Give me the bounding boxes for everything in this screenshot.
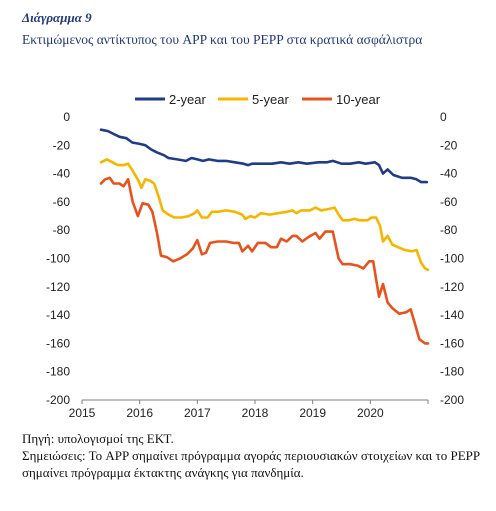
y-tick-label-right: -80	[440, 223, 458, 237]
x-tick-label: 2018	[242, 406, 269, 420]
y-tick-label-right: -60	[440, 195, 458, 209]
y-tick-label-right: -140	[440, 308, 464, 322]
y-tick-label-right: -180	[440, 365, 464, 379]
x-tick-label: 2019	[299, 406, 326, 420]
y-tick-label-left: -200	[46, 393, 70, 407]
y-tick-label-left: -80	[53, 223, 71, 237]
y-tick-label-left: -100	[46, 252, 70, 266]
x-tick-label: 2016	[126, 406, 153, 420]
y-tick-label-right: -20	[440, 138, 458, 152]
series-line-10-year	[99, 176, 430, 345]
chart-legend: 2-year 5-year 10-year	[135, 92, 381, 107]
y-axis-left: 0 -20 -40 -60 -80 -100 -120 -140 -160 -180 -200	[46, 110, 70, 407]
y-tick-label-left: -180	[46, 365, 70, 379]
source-note: Πηγή: υπολογισμοί της ΕΚΤ.	[22, 431, 174, 446]
x-axis: 2015 2016 2017 2018 2019 2020	[69, 400, 429, 420]
series-line-5-year	[99, 158, 430, 272]
legend-label-10-year: 10-year	[336, 92, 381, 107]
x-tick-label: 2015	[69, 406, 96, 420]
y-tick-label-right: -120	[440, 280, 464, 294]
figure-heading: Διάγραμμα 9	[22, 10, 92, 25]
y-tick-label-left: -120	[46, 280, 70, 294]
footer: Πηγή: υπολογισμοί της ΕΚΤ. Σημειώσεις: Τ…	[22, 430, 482, 481]
legend-label-5-year: 5-year	[252, 92, 290, 107]
y-tick-label-right: 0	[440, 110, 447, 124]
series-line-2-year	[99, 128, 429, 184]
y-axis-right: 0 -20 -40 -60 -80 -100 -120 -140 -160 -180 -200	[440, 110, 464, 407]
y-tick-label-right: -200	[440, 393, 464, 407]
y-tick-label-right: -40	[440, 167, 458, 181]
y-tick-label-left: -140	[46, 308, 70, 322]
x-tick-label: 2017	[184, 406, 211, 420]
y-tick-label-left: -60	[53, 195, 71, 209]
y-tick-label-left: -20	[53, 138, 71, 152]
x-tick-label: 2020	[357, 406, 384, 420]
y-tick-label-left: -40	[53, 167, 71, 181]
y-tick-label-right: -160	[440, 336, 464, 350]
line-chart: 2-year 5-year 10-year 0 -20 -40 -60 -80 -100 -12…	[46, 92, 464, 420]
y-tick-label-left: -160	[46, 336, 70, 350]
chart-title: Εκτιμώμενος αντίκτυπος του APP και του P…	[22, 32, 423, 47]
notes-text: Σημειώσεις: Το APP σημαίνει πρόγραμμα αγ…	[22, 448, 480, 480]
y-tick-label-right: -100	[440, 252, 464, 266]
legend-label-2-year: 2-year	[169, 92, 207, 107]
y-tick-label-left: 0	[63, 110, 70, 124]
series-lines	[99, 128, 430, 345]
